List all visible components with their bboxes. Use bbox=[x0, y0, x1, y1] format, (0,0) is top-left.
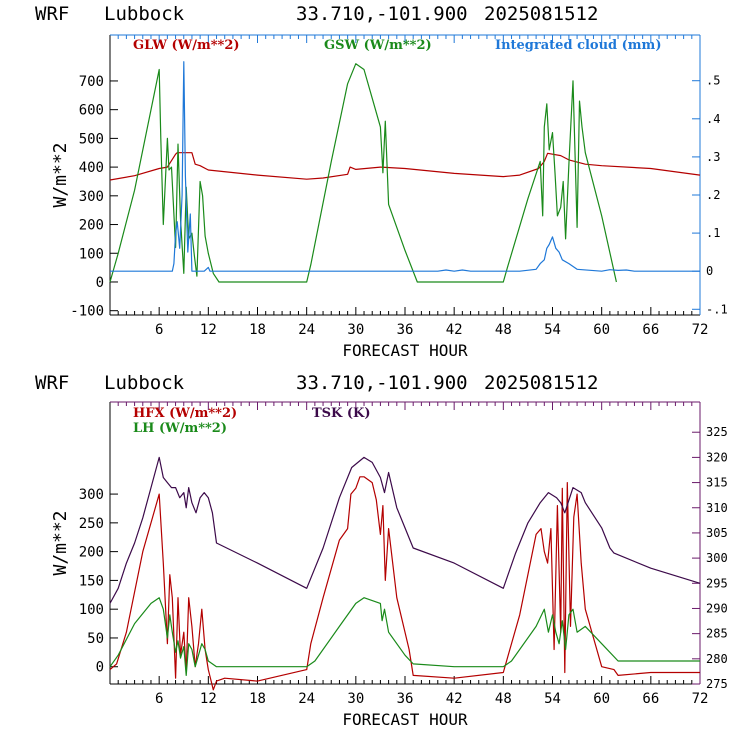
panel2-x-tick-label: 54 bbox=[544, 691, 561, 707]
panel1-right-tick-label: .4 bbox=[706, 112, 720, 126]
panel2-series-line-1 bbox=[109, 476, 700, 691]
panel1-series-line-2 bbox=[109, 63, 617, 283]
panel2-series-line-2 bbox=[109, 597, 700, 677]
panel1-legend-item: GLW (W/m**2) bbox=[133, 38, 240, 53]
panel2-right-tick-label: 310 bbox=[706, 501, 728, 515]
panel2-right-tick-label: 315 bbox=[706, 476, 728, 490]
panel2-header-model: WRF bbox=[35, 372, 69, 394]
panel2-y-axis-label: W/m**2 bbox=[50, 510, 71, 575]
panel2-right-tick-label: 305 bbox=[706, 526, 728, 540]
panel2-y-tick-label: 50 bbox=[87, 631, 104, 647]
panel1-x-tick-label: 42 bbox=[446, 322, 463, 338]
panel2-right-tick-label: 300 bbox=[706, 551, 728, 565]
panel1-y-tick-label: 700 bbox=[79, 74, 104, 90]
panel2-legend-item: HFX (W/m**2) bbox=[133, 406, 237, 421]
panel1-x-tick-label: 36 bbox=[397, 322, 414, 338]
panel1-right-tick-label: .1 bbox=[706, 226, 720, 240]
panel1-right-tick-label: .5 bbox=[706, 74, 720, 88]
panel2-y-tick-label: 100 bbox=[79, 602, 104, 618]
panel2-x-tick-label: 36 bbox=[397, 691, 414, 707]
panel2-legend-item: TSK (K) bbox=[312, 406, 371, 421]
panel1-right-tick-label: 0 bbox=[706, 264, 713, 278]
panel2-x-tick-label: 12 bbox=[200, 691, 217, 707]
panel2-header-coords: 33.710,-101.900 bbox=[296, 372, 468, 394]
panel2-right-tick-label: 280 bbox=[706, 652, 728, 666]
panel1-header-location: Lubbock bbox=[104, 3, 185, 25]
panel1-y-tick-label: 400 bbox=[79, 160, 104, 176]
panel1-x-tick-label: 60 bbox=[593, 322, 610, 338]
panel2-x-tick-label: 18 bbox=[249, 691, 266, 707]
panel1-x-tick-label: 18 bbox=[249, 322, 266, 338]
panel1-right-tick-label: .2 bbox=[706, 188, 720, 202]
panel1-x-tick-label: 6 bbox=[155, 322, 163, 338]
panel2-x-axis-label: FORECAST HOUR bbox=[342, 710, 468, 729]
panel2-x-tick-label: 24 bbox=[298, 691, 315, 707]
panel2-right-tick-label: 285 bbox=[706, 627, 728, 641]
panel1-x-tick-label: 72 bbox=[692, 322, 709, 338]
panel2-x-tick-label: 72 bbox=[692, 691, 709, 707]
panel2-right-tick-label: 295 bbox=[706, 576, 728, 590]
panel2-x-tick-label: 30 bbox=[347, 691, 364, 707]
panel2-series-line-3 bbox=[109, 456, 701, 604]
panel1-header-init: 2025081512 bbox=[484, 3, 598, 25]
panel2-x-tick-label: 42 bbox=[446, 691, 463, 707]
panel1-header-coords: 33.710,-101.900 bbox=[296, 3, 468, 25]
panel1-x-tick-label: 54 bbox=[544, 322, 561, 338]
panel1-x-tick-label: 12 bbox=[200, 322, 217, 338]
panel1-y-axis-label: W/m**2 bbox=[50, 142, 71, 207]
panel2-right-tick-label: 320 bbox=[706, 450, 728, 464]
panel1-right-tick-label: -.1 bbox=[706, 302, 728, 316]
panel1-y-tick-label: -100 bbox=[70, 304, 104, 320]
panel2-y-tick-label: 300 bbox=[79, 487, 104, 503]
panel2-y-tick-label: 250 bbox=[79, 516, 104, 532]
panel2-x-tick-label: 48 bbox=[495, 691, 512, 707]
panel2-y-tick-label: 0 bbox=[96, 660, 104, 676]
panel1-y-tick-label: 200 bbox=[79, 218, 104, 234]
panel2-header-location: Lubbock bbox=[104, 372, 185, 394]
panel1-x-tick-label: 48 bbox=[495, 322, 512, 338]
panel1-x-tick-label: 66 bbox=[642, 322, 659, 338]
panel1-y-tick-label: 500 bbox=[79, 131, 104, 147]
panel2-legend-item: LH (W/m**2) bbox=[133, 421, 227, 436]
panel2-right-tick-label: 325 bbox=[706, 425, 728, 439]
panel1-y-tick-label: 600 bbox=[79, 103, 104, 119]
panel1-x-tick-label: 30 bbox=[347, 322, 364, 338]
panel2-x-tick-label: 60 bbox=[593, 691, 610, 707]
panel2-y-tick-label: 150 bbox=[79, 573, 104, 589]
panel1-series-line-1 bbox=[109, 152, 701, 181]
panel2-x-tick-label: 6 bbox=[155, 691, 163, 707]
panel1-y-tick-label: 100 bbox=[79, 246, 104, 262]
panel1-legend-item: GSW (W/m**2) bbox=[324, 38, 432, 53]
panel2-header-init: 2025081512 bbox=[484, 372, 598, 394]
panel2-right-tick-label: 275 bbox=[706, 677, 728, 691]
panel1-header-model: WRF bbox=[35, 3, 69, 25]
panel2-x-tick-label: 66 bbox=[642, 691, 659, 707]
panel2-right-tick-label: 290 bbox=[706, 601, 728, 615]
panel1-x-axis-label: FORECAST HOUR bbox=[342, 341, 468, 360]
panel1-right-tick-label: .3 bbox=[706, 150, 720, 164]
panel2-y-tick-label: 200 bbox=[79, 545, 104, 561]
panel1-series-line-3 bbox=[110, 61, 700, 272]
panel1-y-tick-label: 0 bbox=[96, 275, 104, 291]
panel1-y-tick-label: 300 bbox=[79, 189, 104, 205]
panel1-x-tick-label: 24 bbox=[298, 322, 315, 338]
panel1-legend-item: Integrated cloud (mm) bbox=[495, 38, 661, 53]
